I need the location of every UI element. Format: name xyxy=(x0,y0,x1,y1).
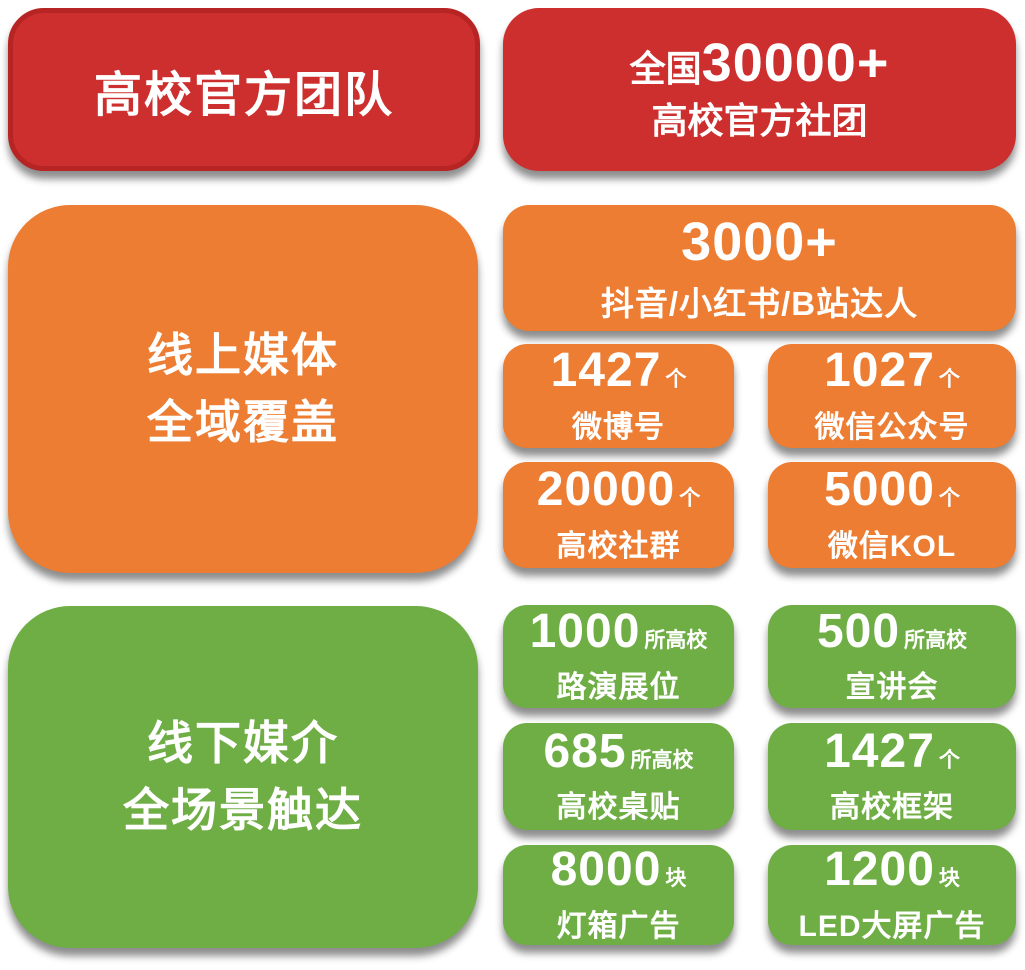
online-media-section-card: 线上媒体 全域覆盖 xyxy=(8,205,478,573)
online-media-title-line2: 全域覆盖 xyxy=(147,396,339,448)
lightbox-ad-label: 灯箱广告 xyxy=(556,909,681,943)
led-screen-label: LED大屏广告 xyxy=(798,909,986,943)
campus-frame-unit: 个 xyxy=(938,748,960,772)
desk-sticker-statline: 685 所高校 xyxy=(543,724,694,778)
led-screen-statline: 1200 块 xyxy=(824,843,960,897)
national-clubs-number: 30000+ xyxy=(701,33,890,94)
offline-media-title-line1: 线下媒介 xyxy=(147,717,339,770)
lightbox-ad-unit: 块 xyxy=(665,867,687,891)
offline-media-title-line2: 全场景触达 xyxy=(123,784,363,836)
influencer-number: 3000+ xyxy=(681,212,838,272)
info-session-statline: 500 所高校 xyxy=(816,604,968,658)
campus-frame-number: 1427 xyxy=(824,724,935,778)
campus-frame-stat-card: 1427 个 高校框架 xyxy=(768,723,1016,830)
weibo-statline: 1427 个 xyxy=(550,344,687,398)
roadshow-stat-card: 1000 所高校 路演展位 xyxy=(503,605,734,708)
wechat-kol-stat-card: 5000 个 微信KOL xyxy=(768,462,1016,568)
info-session-stat-card: 500 所高校 宣讲会 xyxy=(768,605,1016,708)
led-screen-number: 1200 xyxy=(824,843,935,897)
national-clubs-prefix: 全国 xyxy=(629,48,702,90)
led-screen-stat-card: 1200 块 LED大屏广告 xyxy=(768,843,1016,945)
wechat-kol-number: 5000 xyxy=(824,463,935,517)
desk-sticker-label: 高校桌贴 xyxy=(556,791,681,825)
led-screen-unit: 块 xyxy=(938,867,960,891)
national-clubs-statline: 全国 30000+ xyxy=(630,35,890,92)
offline-media-section-card: 线下媒介 全场景触达 xyxy=(8,606,478,948)
desk-sticker-stat-card: 685 所高校 高校桌贴 xyxy=(503,723,734,830)
influencer-label: 抖音/小红书/B站达人 xyxy=(600,285,919,322)
wechat-official-unit: 个 xyxy=(938,368,960,392)
campus-frame-label: 高校框架 xyxy=(830,791,954,825)
wechat-official-stat-card: 1027 个 微信公众号 xyxy=(768,344,1016,448)
lightbox-ad-number: 8000 xyxy=(550,843,662,897)
national-clubs-label: 高校官方社团 xyxy=(651,99,868,141)
weibo-label: 微博号 xyxy=(572,410,665,444)
wechat-official-number: 1027 xyxy=(824,344,935,398)
weibo-number: 1427 xyxy=(550,344,662,398)
wechat-kol-unit: 个 xyxy=(938,487,960,511)
community-label: 高校社群 xyxy=(556,529,681,563)
wechat-kol-statline: 5000 个 xyxy=(824,463,960,517)
campus-frame-statline: 1427 个 xyxy=(824,724,960,778)
lightbox-ad-statline: 8000 块 xyxy=(550,843,687,897)
community-number: 20000 xyxy=(536,463,676,517)
roadshow-label: 路演展位 xyxy=(556,671,681,705)
info-session-number: 500 xyxy=(816,604,901,658)
desk-sticker-number: 685 xyxy=(543,724,627,778)
roadshow-statline: 1000 所高校 xyxy=(529,604,708,658)
info-session-unit: 所高校 xyxy=(904,628,968,652)
community-unit: 个 xyxy=(679,487,701,511)
offline-media-title: 线下媒介 全场景触达 xyxy=(123,710,363,843)
online-media-title: 线上媒体 全域覆盖 xyxy=(147,322,339,455)
wechat-official-statline: 1027 个 xyxy=(824,344,960,398)
roadshow-number: 1000 xyxy=(529,604,641,658)
desk-sticker-unit: 所高校 xyxy=(630,748,694,772)
weibo-unit: 个 xyxy=(665,368,687,392)
online-media-title-line1: 线上媒体 xyxy=(147,329,339,382)
national-clubs-card: 全国 30000+ 高校官方社团 xyxy=(503,8,1016,171)
official-team-title: 高校官方团队 xyxy=(93,68,394,122)
community-stat-card: 20000 个 高校社群 xyxy=(503,462,734,568)
lightbox-ad-stat-card: 8000 块 灯箱广告 xyxy=(503,843,734,945)
influencer-stat-card: 3000+ 抖音/小红书/B站达人 xyxy=(503,205,1016,331)
community-statline: 20000 个 xyxy=(536,463,701,517)
roadshow-unit: 所高校 xyxy=(644,628,708,652)
wechat-kol-label: 微信KOL xyxy=(827,529,957,563)
info-session-label: 宣讲会 xyxy=(845,671,939,705)
official-team-card: 高校官方团队 xyxy=(8,8,480,171)
wechat-official-label: 微信公众号 xyxy=(814,410,970,444)
weibo-stat-card: 1427 个 微博号 xyxy=(503,344,734,448)
